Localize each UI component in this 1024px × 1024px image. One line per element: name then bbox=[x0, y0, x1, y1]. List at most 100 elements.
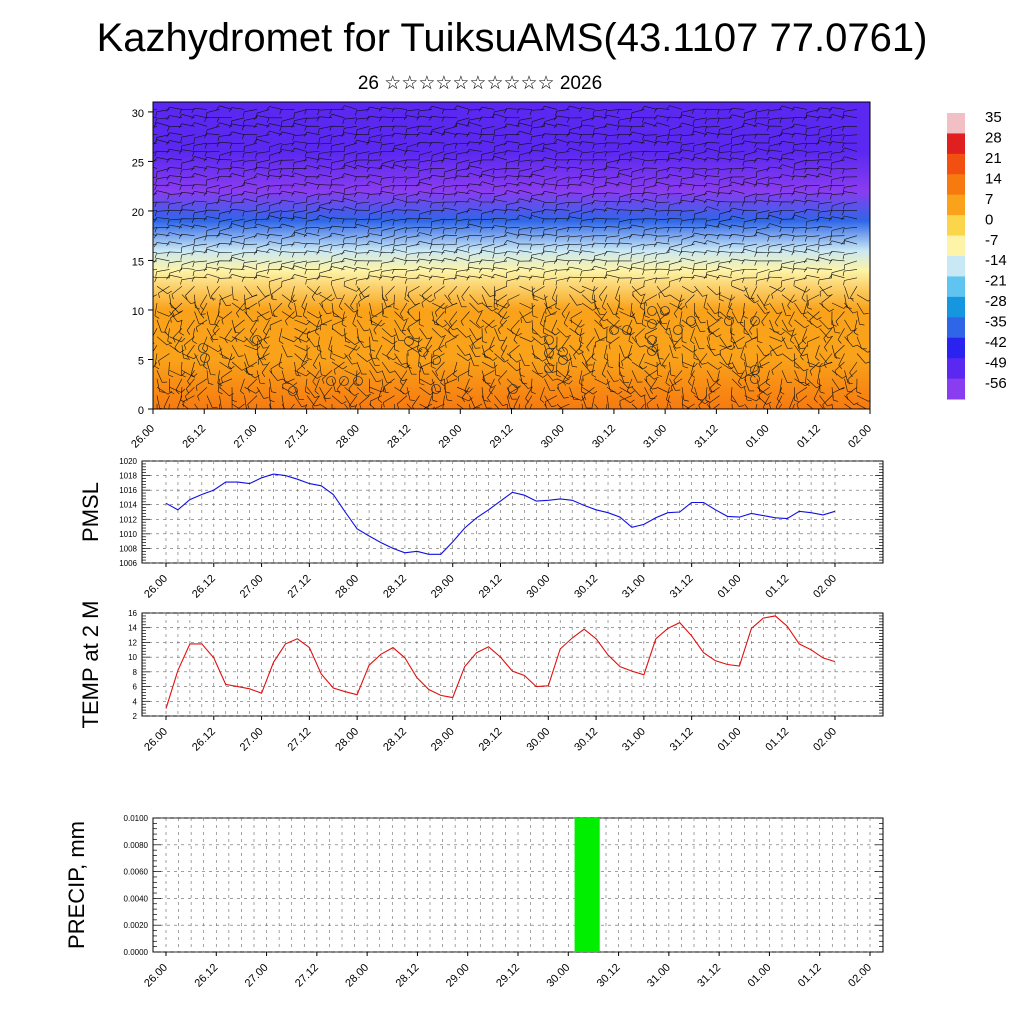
wind-barb bbox=[245, 361, 258, 374]
wind-barb bbox=[255, 210, 270, 219]
wind-barb bbox=[180, 168, 195, 175]
wind-barb bbox=[244, 344, 261, 351]
wind-barb bbox=[718, 184, 733, 193]
wind-barb bbox=[555, 294, 561, 311]
wind-barb bbox=[708, 395, 720, 409]
wind-barb bbox=[819, 395, 833, 407]
wind-barb bbox=[368, 126, 383, 135]
wind-barb bbox=[756, 344, 770, 357]
wind-barb bbox=[466, 189, 483, 195]
wind-barb bbox=[743, 193, 758, 203]
wind-barb bbox=[541, 157, 558, 162]
colorbar-label: -7 bbox=[985, 232, 998, 249]
wind-barb bbox=[776, 387, 783, 403]
wind-barb bbox=[792, 227, 808, 233]
wind-barb bbox=[618, 353, 624, 369]
wind-barb bbox=[393, 159, 408, 168]
wind-barb bbox=[568, 210, 583, 219]
wind-barb bbox=[644, 387, 656, 400]
wind-barb bbox=[479, 227, 495, 233]
calm-wind-marker bbox=[558, 355, 568, 365]
wind-barb bbox=[305, 201, 320, 211]
wind-barb bbox=[153, 344, 158, 361]
wind-barb bbox=[306, 387, 320, 398]
wind-barb bbox=[731, 403, 733, 409]
wind-barb bbox=[605, 109, 620, 116]
wind-barb bbox=[566, 192, 583, 198]
wind-barb bbox=[268, 260, 283, 269]
wind-barb bbox=[819, 286, 833, 297]
wind-barb bbox=[654, 268, 670, 274]
wind-barb bbox=[693, 151, 708, 160]
wind-barb bbox=[781, 336, 793, 349]
wind-barb bbox=[367, 193, 383, 200]
wind-barb bbox=[507, 294, 520, 306]
wind-barb bbox=[516, 189, 533, 195]
wind-barb bbox=[318, 134, 333, 144]
wind-barb bbox=[352, 311, 358, 328]
wind-barb bbox=[856, 302, 869, 315]
wind-barb bbox=[438, 336, 445, 353]
wind-barb bbox=[766, 276, 783, 282]
wind-barb bbox=[453, 191, 470, 197]
wind-barb bbox=[741, 166, 758, 172]
wind-barb bbox=[243, 142, 258, 152]
wind-barb bbox=[471, 403, 483, 409]
wind-barb bbox=[205, 184, 220, 194]
wind-barb bbox=[544, 294, 553, 309]
wind-barb bbox=[551, 286, 558, 302]
wind-barb bbox=[531, 286, 539, 301]
wind-barb bbox=[291, 172, 308, 178]
wind-barb bbox=[542, 277, 558, 285]
wind-barb bbox=[228, 240, 245, 246]
y-tick-label: 10 bbox=[128, 653, 137, 662]
wind-barb bbox=[191, 224, 208, 230]
wind-barb bbox=[469, 336, 481, 349]
wind-barb bbox=[716, 251, 733, 256]
wind-barb bbox=[498, 302, 508, 318]
wind-barb bbox=[268, 201, 283, 211]
wind-barb bbox=[730, 269, 745, 277]
wind-barb bbox=[755, 403, 758, 409]
wind-barb bbox=[581, 353, 593, 366]
wind-barb bbox=[178, 224, 195, 229]
x-tick-label: 29.12 bbox=[477, 573, 505, 601]
wind-barb bbox=[835, 311, 845, 326]
wind-barb bbox=[806, 319, 822, 329]
wind-barb bbox=[493, 286, 499, 302]
wind-barb bbox=[581, 193, 595, 203]
x-tick-label: 02.00 bbox=[846, 423, 874, 451]
wind-barb bbox=[767, 117, 783, 125]
wind-barb bbox=[206, 243, 220, 253]
wind-barb bbox=[528, 275, 545, 281]
wind-barb bbox=[369, 353, 380, 366]
colorbar-label: 35 bbox=[985, 109, 1002, 126]
wind-barb bbox=[666, 387, 671, 403]
wind-barb bbox=[604, 218, 620, 224]
wind-barb bbox=[356, 328, 364, 343]
wind-barb bbox=[769, 302, 782, 314]
wind-barb bbox=[329, 184, 345, 190]
wind-barb bbox=[444, 378, 458, 389]
wind-barb bbox=[780, 243, 795, 252]
wind-barb bbox=[616, 265, 633, 271]
wind-barb bbox=[182, 395, 195, 407]
wind-barb bbox=[417, 159, 433, 168]
wind-barb bbox=[342, 126, 358, 134]
wind-barb bbox=[758, 386, 770, 400]
wind-barb bbox=[344, 370, 361, 377]
wind-barb bbox=[755, 227, 770, 235]
wind-barb bbox=[679, 276, 695, 282]
wind-barb bbox=[802, 328, 808, 345]
wind-barb bbox=[606, 403, 608, 409]
wind-barb bbox=[180, 252, 195, 260]
wind-barb bbox=[318, 126, 333, 134]
wind-barb bbox=[368, 201, 383, 211]
wind-barb bbox=[294, 395, 307, 407]
wind-barb bbox=[581, 378, 587, 395]
wind-barb bbox=[668, 151, 683, 160]
wind-barb bbox=[155, 176, 170, 184]
wind-barb bbox=[185, 285, 195, 301]
y-tick-label: 1010 bbox=[119, 530, 137, 539]
wind-barb bbox=[591, 200, 608, 206]
